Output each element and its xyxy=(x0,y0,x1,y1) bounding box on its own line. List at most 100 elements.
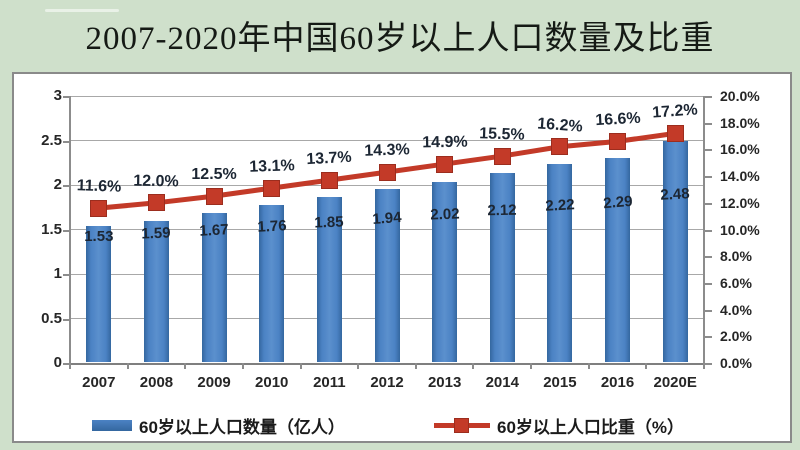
left-axis-tick-label: 0 xyxy=(53,354,62,371)
chart-legend: 60岁以上人口数量（亿人） 60岁以上人口比重（%） xyxy=(14,412,790,438)
bar xyxy=(489,173,515,362)
bar xyxy=(374,189,400,362)
legend-label-population: 60岁以上人口数量（亿人） xyxy=(139,417,345,437)
right-axis-tick xyxy=(704,122,712,125)
line-marker xyxy=(378,163,396,181)
line-marker xyxy=(147,194,165,212)
x-axis-label: 2013 xyxy=(427,374,462,391)
x-axis-tick xyxy=(530,363,533,369)
right-axis-tick xyxy=(704,149,712,152)
right-axis-tick xyxy=(704,96,712,98)
x-axis-label: 2020E xyxy=(653,374,697,391)
line-marker xyxy=(666,124,684,142)
page-title: 2007-2020年中国60岁以上人口数量及比重 xyxy=(85,21,715,57)
legend-label-share: 60岁以上人口比重（%） xyxy=(497,417,685,437)
right-axis-tick xyxy=(704,309,712,312)
x-axis-label: 2007 xyxy=(82,374,116,391)
bar xyxy=(259,205,285,362)
left-axis-tick-label: 3 xyxy=(53,87,62,104)
x-axis-tick xyxy=(184,363,187,369)
line-marker xyxy=(205,187,223,205)
bar xyxy=(662,141,688,362)
line-value-label: 12.5% xyxy=(191,166,237,184)
right-axis-tick xyxy=(704,363,712,365)
left-axis-tick-label: 2 xyxy=(53,176,62,193)
x-axis-tick xyxy=(241,363,244,369)
x-axis-label: 2014 xyxy=(485,374,519,391)
right-axis-tick xyxy=(704,229,712,232)
gridline xyxy=(70,140,704,141)
bar xyxy=(316,197,342,362)
right-axis-line xyxy=(703,96,705,365)
x-axis-label: 2008 xyxy=(139,374,174,391)
bar-series-swatch xyxy=(92,419,132,431)
x-axis-label: 2015 xyxy=(543,374,577,391)
bar-value-label: 1.53 xyxy=(84,227,114,245)
left-axis-tick-label: 1 xyxy=(53,265,62,282)
x-axis-tick xyxy=(645,363,648,369)
left-axis-tick xyxy=(63,140,70,143)
chart-panel: 1.53 1.59 1.67 1.76 1.85 1.94 2.02 2.12 2.22 2.29… xyxy=(12,72,792,443)
right-axis-tick-label: 20.0% xyxy=(720,88,760,104)
x-axis-tick xyxy=(126,363,129,369)
x-axis-tick xyxy=(414,363,417,369)
x-axis-tick xyxy=(357,363,360,369)
gridline xyxy=(70,362,704,365)
left-axis-tick xyxy=(63,318,70,321)
right-axis-tick-label: 0.0% xyxy=(720,355,752,371)
right-axis-tick-label: 6.0% xyxy=(720,274,752,291)
x-axis-label: 2016 xyxy=(600,374,635,391)
left-axis-tick xyxy=(63,185,70,187)
bar xyxy=(547,164,573,362)
x-axis-tick xyxy=(703,363,705,369)
right-axis-tick-label: 16.0% xyxy=(720,141,760,158)
slide-decoration-line xyxy=(45,9,119,12)
left-axis-line xyxy=(69,96,71,365)
legend-item-population: 60岁以上人口数量（亿人） xyxy=(92,412,345,438)
right-axis-tick xyxy=(704,256,712,259)
x-axis-label: 2011 xyxy=(313,374,346,391)
x-axis-label: 2009 xyxy=(197,374,231,391)
right-axis-tick xyxy=(704,282,712,285)
right-axis-tick xyxy=(704,176,712,179)
left-axis-tick xyxy=(63,274,70,276)
line-marker xyxy=(320,171,338,189)
legend-item-share: 60岁以上人口比重（%） xyxy=(434,412,684,438)
gridline xyxy=(70,184,704,186)
x-axis-tick xyxy=(472,363,475,369)
right-axis-tick-label: 18.0% xyxy=(720,114,760,131)
right-axis-tick xyxy=(704,336,712,339)
bar xyxy=(143,220,169,362)
left-axis-tick-label: 0.5 xyxy=(41,309,62,327)
line-marker xyxy=(609,132,627,150)
x-axis-label: 2010 xyxy=(255,374,289,391)
line-marker xyxy=(90,199,108,217)
right-axis-tick-label: 12.0% xyxy=(720,194,760,211)
right-axis-tick-label: 2.0% xyxy=(720,328,752,345)
x-axis-tick xyxy=(587,363,590,369)
right-axis-tick xyxy=(704,202,712,205)
right-axis-tick-label: 14.0% xyxy=(720,168,760,185)
right-axis-tick-label: 8.0% xyxy=(720,248,752,265)
left-axis-tick xyxy=(63,363,70,365)
line-marker xyxy=(263,179,281,197)
right-axis-tick-label: 4.0% xyxy=(720,301,752,318)
bar xyxy=(201,213,227,362)
line-marker xyxy=(493,147,511,165)
gridline xyxy=(70,95,704,97)
line-series-swatch xyxy=(434,417,490,434)
x-axis-tick xyxy=(69,363,71,369)
line-marker xyxy=(436,155,454,173)
plot-area: 1.53 1.59 1.67 1.76 1.85 1.94 2.02 2.12 2.22 2.29… xyxy=(70,95,704,365)
x-axis-label: 2012 xyxy=(370,374,404,391)
x-axis-tick xyxy=(299,363,302,369)
bar xyxy=(86,225,112,362)
bar xyxy=(432,182,458,362)
left-axis-tick-label: 1.5 xyxy=(41,220,62,238)
left-axis-tick-label: 2.5 xyxy=(41,131,62,149)
left-axis-tick xyxy=(63,229,70,232)
right-axis-tick-label: 10.0% xyxy=(720,221,760,238)
bar xyxy=(605,158,631,362)
line-marker xyxy=(551,138,569,156)
left-axis-tick xyxy=(63,96,70,98)
